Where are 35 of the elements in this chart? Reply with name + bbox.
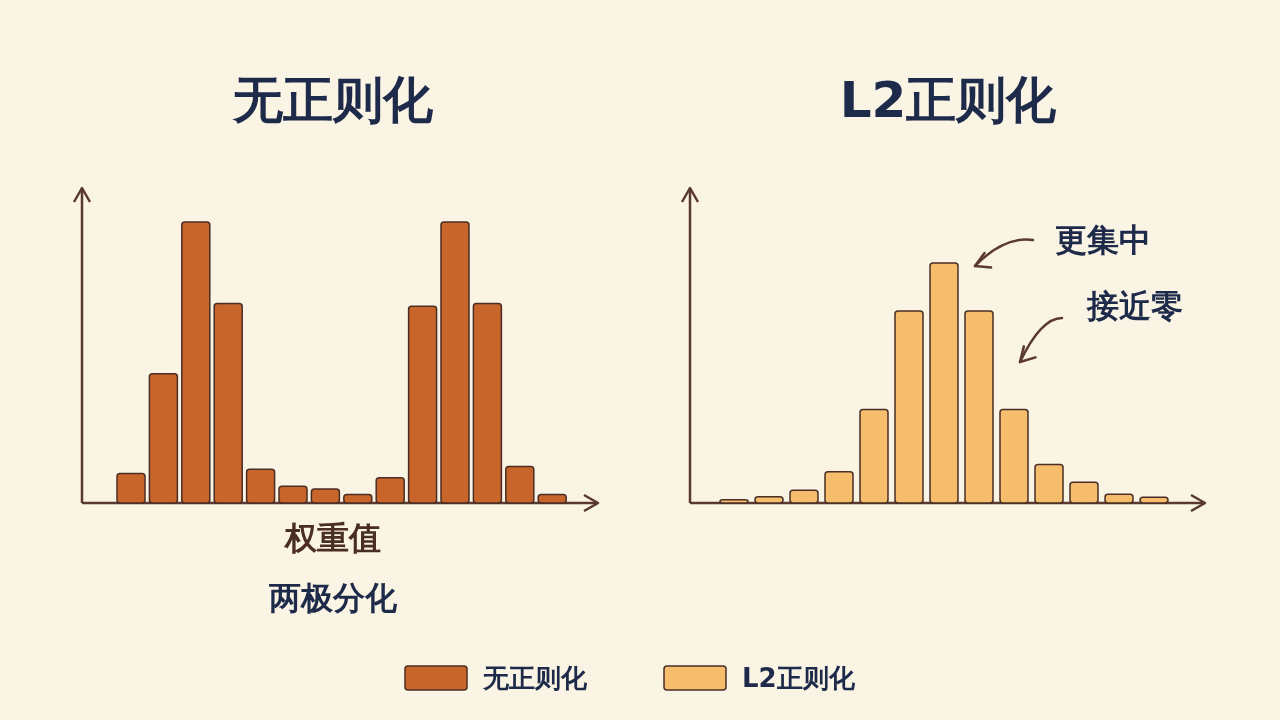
bar <box>505 465 535 504</box>
bar <box>310 488 341 504</box>
bar <box>278 485 308 504</box>
bar <box>1104 493 1134 504</box>
bar <box>929 262 959 504</box>
bar <box>245 468 276 504</box>
bar <box>116 472 146 504</box>
bar <box>894 310 924 504</box>
bar <box>1034 463 1064 504</box>
text: 两极分化 <box>268 579 398 617</box>
bar <box>472 302 503 504</box>
bar <box>754 496 784 504</box>
bar <box>719 498 749 504</box>
bar <box>343 493 373 504</box>
bar <box>789 489 819 504</box>
legend-label: 无正则化 <box>482 662 588 693</box>
bar <box>999 408 1029 504</box>
legend-label: L2正则化 <box>742 662 856 693</box>
bar <box>181 221 211 504</box>
bar <box>824 471 854 504</box>
annotation: 接近零 <box>1086 287 1183 325</box>
bar <box>148 372 179 504</box>
chart-title: 无正则化 <box>232 70 434 129</box>
bar <box>375 476 405 504</box>
bar <box>537 493 567 504</box>
text: 权重值 <box>283 519 381 557</box>
bar <box>440 221 470 504</box>
bar <box>859 408 889 504</box>
bar <box>213 302 243 504</box>
text: 更集中 <box>1055 221 1151 259</box>
bar <box>1069 481 1099 504</box>
bar <box>1139 496 1169 504</box>
bar <box>407 305 438 504</box>
bar <box>964 310 994 504</box>
chart-title: L2正则化 <box>839 70 1058 129</box>
